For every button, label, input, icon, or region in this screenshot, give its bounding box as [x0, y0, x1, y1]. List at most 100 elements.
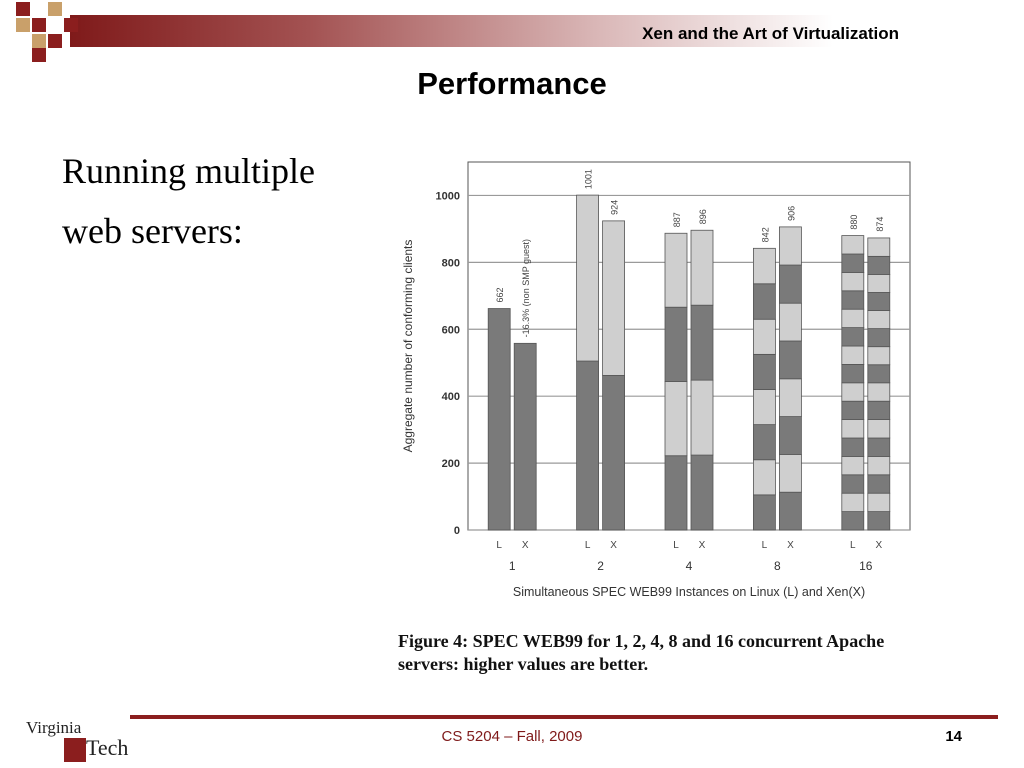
bar-segment: [841, 419, 865, 439]
bar-segment: [752, 353, 776, 390]
bar-segment: [867, 274, 891, 293]
bar-category-label: L: [585, 540, 591, 551]
bar-category-label: X: [787, 540, 794, 551]
bar-category-label: X: [610, 540, 617, 551]
bar-segment: [841, 290, 865, 310]
bar-segment: [778, 302, 802, 342]
bar-value-label: 842: [760, 227, 770, 242]
group-label: 8: [774, 559, 781, 573]
bar-segment: [867, 237, 891, 257]
bar-category-label: X: [875, 540, 882, 551]
footer-divider: [130, 715, 998, 719]
bar-segment: [513, 342, 537, 531]
bar-segment: [867, 382, 891, 402]
bar-segment: [867, 310, 891, 330]
bar-segment: [867, 511, 891, 531]
figure-caption: Figure 4: SPEC WEB99 for 1, 2, 4, 8 and …: [398, 630, 958, 676]
group-label: 2: [597, 559, 604, 573]
bar-segment: [664, 306, 688, 382]
bullet-line-1: Running multiple: [62, 151, 316, 191]
bar-segment: [841, 235, 865, 255]
bar-value-label: 662: [495, 287, 505, 302]
bar-segment: [841, 511, 865, 531]
bar-segment: [752, 494, 776, 531]
bar-value-label: 874: [875, 217, 885, 232]
bar-segment: [841, 272, 865, 292]
bar-category-label: X: [522, 540, 529, 551]
bar-segment: [778, 340, 802, 380]
header-gradient-bar: [70, 15, 1024, 47]
bar-segment: [841, 437, 865, 457]
bar-segment: [752, 459, 776, 496]
page-number: 14: [945, 728, 962, 745]
figure-caption-line-1: Figure 4: SPEC WEB99 for 1, 2, 4, 8 and …: [398, 631, 885, 651]
bar-segment: [752, 389, 776, 426]
bar-category-label: L: [496, 540, 502, 551]
bar-segment: [752, 424, 776, 461]
virginia-tech-logo: Virginia Tech: [26, 718, 136, 766]
bar-segment: [664, 455, 688, 531]
plot-frame: [467, 161, 911, 531]
bar-segment: [867, 474, 891, 494]
presentation-title: Xen and the Art of Virtualization: [642, 24, 899, 43]
slide-title: Performance: [417, 66, 607, 101]
bar-segment: [841, 492, 865, 513]
bar-segment: [752, 318, 776, 355]
bar-segment: [778, 453, 802, 493]
bar-segment: [690, 304, 714, 381]
bar-value-label: 924: [610, 200, 620, 215]
y-tick-label: 0: [454, 525, 460, 537]
bar-segment: [867, 255, 891, 275]
bar-segment: [841, 400, 865, 420]
bar-segment: [778, 491, 802, 531]
bar-segment: [752, 247, 776, 285]
bar-segment: [867, 328, 891, 348]
bar-segment: [664, 232, 688, 308]
bar-category-label: L: [673, 540, 679, 551]
bar-segment: [487, 308, 511, 531]
bar-segment: [841, 455, 865, 476]
bar-value-label: 906: [786, 206, 796, 221]
bar-segment: [752, 283, 776, 320]
bar-category-label: L: [850, 540, 856, 551]
bar-segment: [867, 492, 891, 513]
bar-segment: [841, 474, 865, 494]
logo-text-top: Virginia: [26, 718, 82, 737]
group-label: 4: [686, 559, 693, 573]
bar-segment: [778, 226, 802, 266]
x-axis-label: Simultaneous SPEC WEB99 Instances on Lin…: [513, 585, 865, 599]
bar-value-label: 887: [672, 212, 682, 227]
bar-segment: [841, 382, 865, 402]
bar-segment: [867, 400, 891, 420]
bar-segment: [778, 264, 802, 304]
bullet-line-2: web servers:: [62, 211, 243, 251]
bar-value-label: 896: [698, 209, 708, 224]
bar-segment: [602, 220, 626, 376]
bar-value-label: -16.3% (non SMP guest): [521, 239, 531, 337]
logo-text-bottom: Tech: [86, 735, 129, 760]
bar-segment: [576, 360, 600, 531]
bar-segment: [867, 292, 891, 311]
bar-segment: [867, 455, 891, 476]
bar-category-label: L: [762, 540, 768, 551]
bar-segment: [867, 437, 891, 457]
bar-segment: [867, 346, 891, 366]
y-tick-label: 400: [442, 391, 460, 403]
bar-segment: [576, 194, 600, 362]
bar-segment: [778, 416, 802, 455]
bar-segment: [690, 379, 714, 456]
bar-value-label: 1001: [584, 169, 594, 189]
bar-segment: [690, 229, 714, 306]
y-tick-label: 600: [442, 324, 460, 336]
group-label: 1: [509, 559, 516, 573]
bar-segment: [778, 378, 802, 417]
bar-segment: [841, 327, 865, 347]
bar-segment: [841, 363, 865, 384]
bar-segment: [841, 345, 865, 365]
figure-caption-line-2: servers: higher values are better.: [398, 654, 649, 674]
bar-category-label: X: [699, 540, 706, 551]
y-tick-label: 200: [442, 458, 460, 470]
group-label: 16: [859, 559, 873, 573]
bar-segment: [867, 419, 891, 439]
bar-segment: [664, 381, 688, 457]
